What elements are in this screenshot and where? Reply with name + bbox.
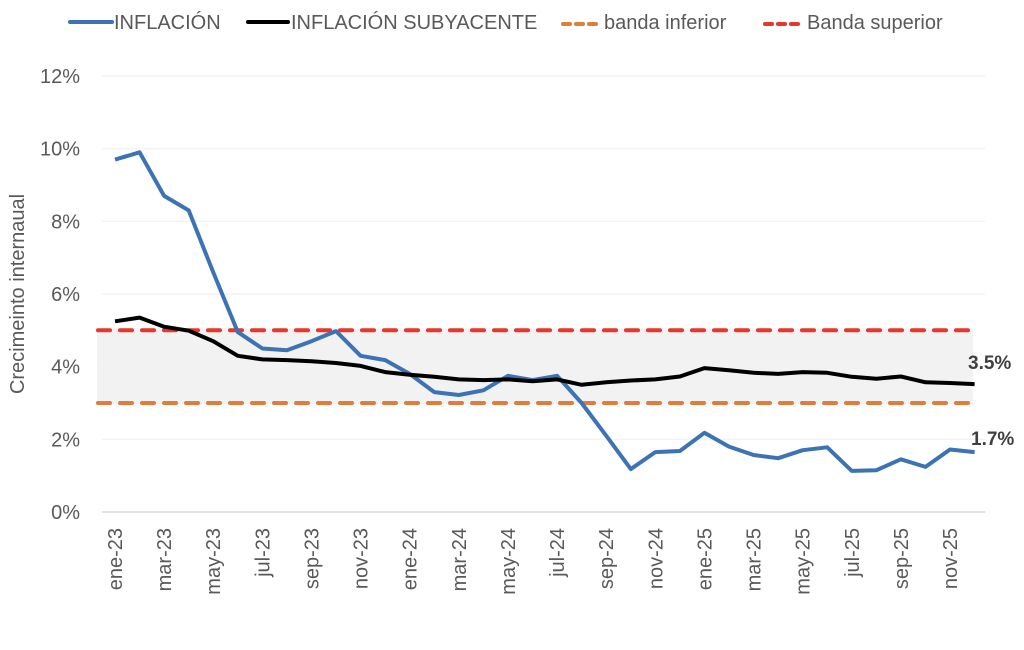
x-tick-label: jul-23 (252, 528, 274, 578)
y-axis-label: Crecimeinto internaual (7, 194, 29, 394)
y-tick-label: 2% (51, 429, 80, 451)
legend-label-inflacion: INFLACIÓN (114, 11, 221, 34)
x-tick-label: mar-25 (744, 528, 766, 591)
y-tick-label: 4% (51, 357, 80, 379)
x-tick-label: may-25 (793, 528, 815, 595)
x-tick-label: jul-25 (842, 528, 864, 578)
x-tick-label: may-23 (203, 528, 225, 595)
legend-item-inflacion-subyacente[interactable]: INFLACIÓN SUBYACENTE (246, 11, 537, 34)
legend-item-inflacion[interactable]: INFLACIÓN (68, 11, 221, 34)
legend-item-banda-superior[interactable]: Banda superior (763, 12, 943, 34)
x-tick-label: nov-23 (351, 528, 373, 589)
x-tick-label: nov-24 (645, 528, 667, 589)
x-tick-label: mar-23 (154, 528, 176, 591)
x-tick-label: ene-23 (105, 528, 127, 590)
legend-label-inflacion-subyacente: INFLACIÓN SUBYACENTE (291, 11, 537, 34)
x-tick-label: sep-23 (301, 528, 323, 589)
series-line-inflación (114, 150, 975, 473)
legend-label-banda-inferior: banda inferior (604, 12, 727, 34)
y-tick-label: 6% (51, 284, 80, 306)
legend-item-banda-inferior[interactable]: banda inferior (561, 12, 727, 34)
y-axis-ticks: 0% 2% 4% 6% 8% 10% 12% (40, 66, 80, 524)
x-axis-ticks: ene-23 mar-23 may-23 jul-23 sep-23 nov-23 ene-… (105, 528, 962, 595)
x-tick-label: may-24 (498, 528, 520, 595)
gridlines (102, 75, 985, 513)
x-tick-label: jul-24 (547, 528, 569, 578)
x-tick-label: nov-25 (940, 528, 962, 589)
y-tick-label: 12% (40, 66, 80, 88)
y-tick-label: 8% (51, 211, 80, 233)
legend-label-banda-superior: Banda superior (807, 12, 943, 34)
series-layer (96, 150, 977, 473)
legend: INFLACIÓN INFLACIÓN SUBYACENTE banda inf… (68, 11, 943, 34)
x-tick-label: ene-25 (694, 528, 716, 590)
x-tick-label: sep-24 (596, 528, 618, 589)
x-tick-label: mar-24 (449, 528, 471, 591)
y-tick-label: 10% (40, 139, 80, 161)
x-tick-label: sep-25 (891, 528, 913, 589)
series-line-inflación-subyacente (114, 315, 975, 387)
end-label-inflacion-subyacente: 3.5% (968, 353, 1011, 374)
y-tick-label: 0% (51, 502, 80, 524)
x-tick-label: ene-24 (400, 528, 422, 590)
end-label-inflacion: 1.7% (971, 429, 1014, 450)
